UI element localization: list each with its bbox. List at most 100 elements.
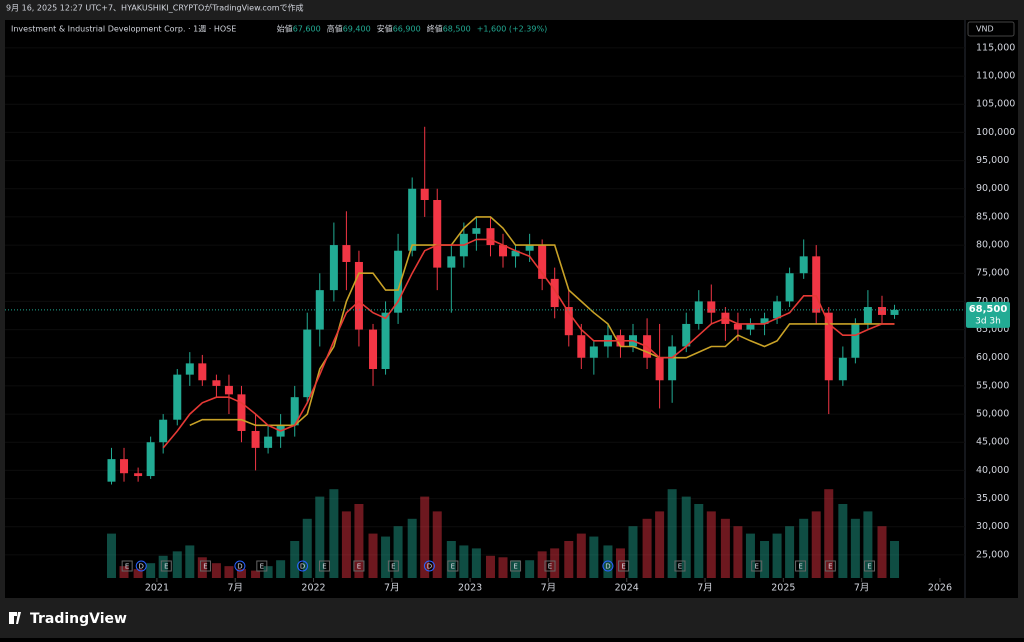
volume-bar <box>302 518 312 578</box>
event-label: D <box>139 563 144 571</box>
event-marker <box>256 560 268 572</box>
event-marker <box>387 560 399 572</box>
volume-bar <box>720 518 730 578</box>
y-tick-label: 110,000 <box>976 71 1015 82</box>
candle-body <box>237 394 246 431</box>
candle-body <box>447 256 456 268</box>
volume-bar <box>511 560 521 578</box>
volume-bar <box>485 555 495 578</box>
candle-body <box>733 323 742 330</box>
candle-body <box>824 312 833 381</box>
candle-body <box>315 290 324 330</box>
candle-body <box>303 329 312 398</box>
x-tick-label: 7月 <box>854 583 870 594</box>
event-marker <box>353 560 365 572</box>
x-tick-label: 7月 <box>541 583 557 594</box>
y-tick-label: 65,000 <box>976 324 1009 335</box>
candle-body <box>550 278 559 308</box>
y-tick-label: 100,000 <box>976 127 1015 138</box>
volume-bar <box>863 511 873 578</box>
last-price-box <box>966 301 1010 328</box>
legend-label: 終値 <box>427 24 443 34</box>
volume-bar <box>811 511 821 578</box>
legend-label: 高値 <box>327 24 343 34</box>
volume-bar <box>420 496 430 578</box>
candle-body <box>877 307 886 315</box>
chart-panel <box>5 20 1018 598</box>
volume-bar <box>498 557 508 578</box>
x-tick-label: 7月 <box>384 583 400 594</box>
event-marker <box>863 560 875 572</box>
volume-bar <box>537 551 547 578</box>
candle-body <box>120 459 129 474</box>
candle-body <box>472 228 481 234</box>
volume-bar <box>655 511 665 578</box>
volume-bar <box>407 518 417 578</box>
candle-body <box>890 309 899 315</box>
y-tick-label: 35,000 <box>976 493 1009 504</box>
candle-body <box>251 430 260 448</box>
change: +1,600 (+2.39%) <box>477 25 548 34</box>
event-marker <box>199 560 211 572</box>
x-tick-label: 2023 <box>458 583 482 594</box>
candle-body <box>773 301 782 319</box>
candle-body <box>173 374 182 420</box>
candle-body <box>499 245 508 257</box>
x-tick-label: 7月 <box>227 583 243 594</box>
volume-bar <box>329 489 339 578</box>
volume-bar <box>341 511 351 578</box>
volume-bar <box>824 489 834 578</box>
candle-body <box>212 380 221 386</box>
volume-bar <box>525 560 535 578</box>
volume-bar <box>564 541 574 578</box>
candle-body <box>746 323 755 330</box>
volume-bar <box>838 504 848 578</box>
event-marker <box>447 560 459 572</box>
event-label: E <box>451 563 455 571</box>
event-label: E <box>357 563 361 571</box>
event-label: D <box>427 563 432 571</box>
event-label: E <box>754 563 758 571</box>
volume-bar <box>628 526 638 578</box>
event-marker <box>423 560 435 572</box>
candle-body <box>381 312 390 370</box>
y-tick-label: 115,000 <box>976 42 1015 53</box>
volume-bar <box>706 511 716 578</box>
volume-bar <box>877 526 887 578</box>
y-tick-label: 50,000 <box>976 409 1009 420</box>
event-label: E <box>260 563 264 571</box>
x-tick-label: 2025 <box>771 583 795 594</box>
y-tick-label: 45,000 <box>976 437 1009 448</box>
y-tick-label: 25,000 <box>976 549 1009 560</box>
event-marker <box>135 560 147 572</box>
candle-body <box>785 273 794 302</box>
volume-bar <box>354 504 364 578</box>
volume-bar <box>119 566 129 578</box>
event-label: E <box>322 563 326 571</box>
volume-bar <box>615 548 625 578</box>
volume-bar <box>224 566 234 578</box>
event-marker <box>160 560 172 572</box>
legend-value: 66,900 <box>393 25 421 34</box>
event-marker <box>121 560 133 572</box>
volume-bar <box>642 518 652 578</box>
volume-bar <box>133 569 143 578</box>
chart-title: Investment & Industrial Development Corp… <box>11 25 236 34</box>
volume-bar <box>197 557 207 578</box>
y-tick-label: 75,000 <box>976 268 1009 279</box>
event-marker <box>674 560 686 572</box>
volume-bar <box>772 533 782 578</box>
volume-bar <box>393 526 403 578</box>
candle-body <box>369 329 378 370</box>
candle-body <box>707 301 716 313</box>
y-tick-label: 80,000 <box>976 240 1009 251</box>
candle-body <box>564 307 573 336</box>
y-tick-label: 85,000 <box>976 211 1009 222</box>
volume-bar <box>146 563 156 578</box>
volume-bar <box>667 489 677 578</box>
volume-bar <box>236 569 246 578</box>
logo: TradingView <box>9 611 127 627</box>
volume-bar <box>172 551 182 578</box>
volume-bar <box>211 563 221 578</box>
